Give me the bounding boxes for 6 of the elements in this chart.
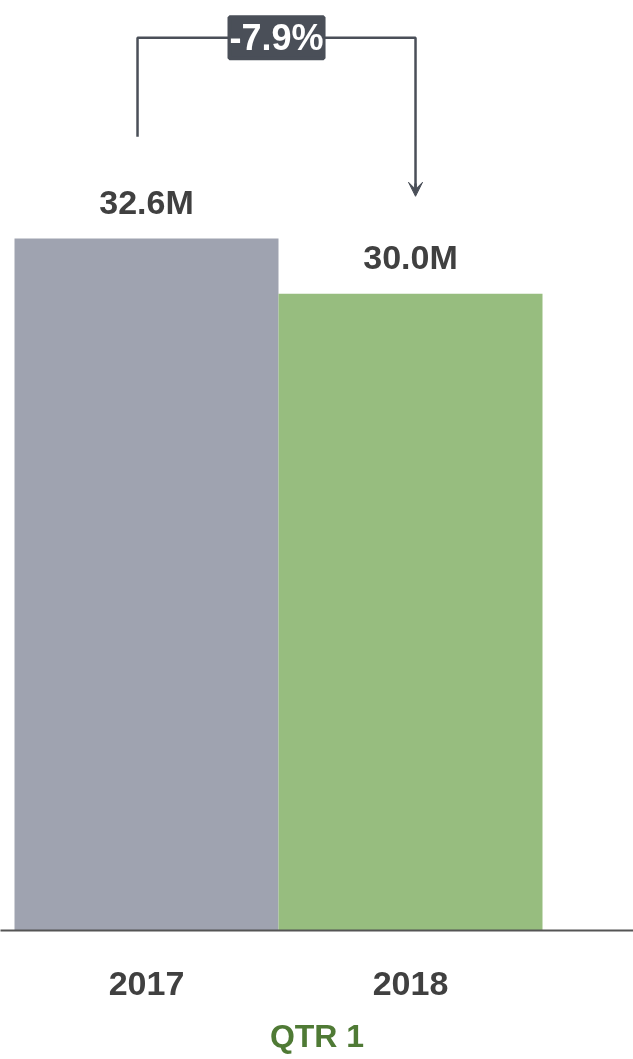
text: -7.9% [229, 17, 324, 59]
x-tick-label: 2017 [108, 963, 185, 1002]
x-tick-label: 2018 [372, 963, 449, 1002]
x-axis-title: QTR 1 [269, 1017, 365, 1054]
data-label: 30.0M [363, 237, 458, 276]
data-label: 32.6M [99, 182, 194, 221]
